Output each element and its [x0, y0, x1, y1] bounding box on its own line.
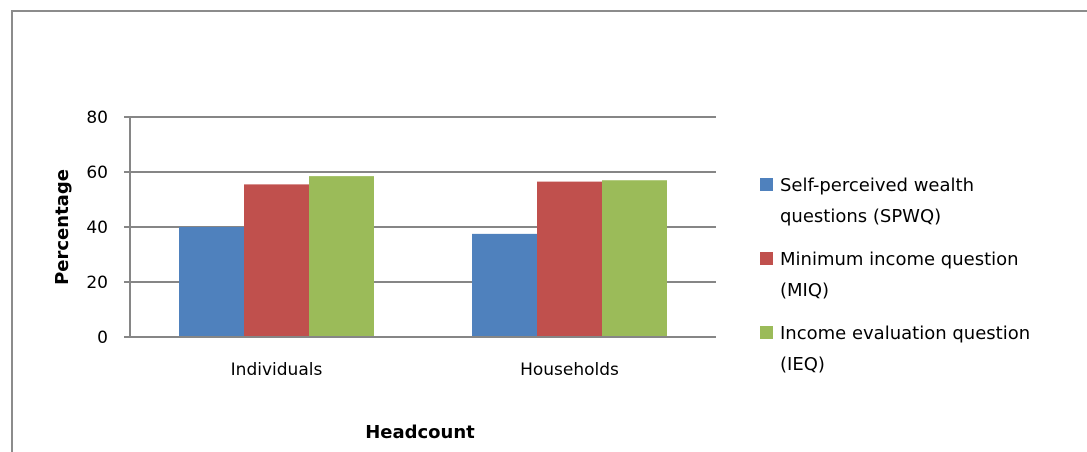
y-tick-label: 80	[86, 108, 108, 128]
chart-frame	[11, 10, 1087, 452]
x-axis-title: Headcount	[365, 422, 475, 443]
x-tick-labels: Individuals Households	[231, 360, 619, 380]
legend-label: Minimum income question	[780, 249, 1019, 270]
legend-label: Self-perceived wealth	[780, 175, 974, 196]
bar	[244, 184, 309, 337]
y-tick-label: 0	[97, 328, 108, 348]
legend-swatch	[760, 252, 773, 265]
legend-label: (IEQ)	[780, 354, 825, 375]
x-tick-label: Individuals	[231, 360, 323, 380]
y-tick-labels: 0 20 40 60 80	[86, 108, 108, 348]
x-tick-label: Households	[520, 360, 619, 380]
y-axis-title: Percentage	[52, 169, 73, 285]
bar	[537, 181, 602, 337]
y-tick-label: 40	[86, 218, 108, 238]
legend-swatch	[760, 178, 773, 191]
legend-label: Income evaluation question	[780, 323, 1030, 344]
bars	[179, 176, 667, 337]
bar	[472, 233, 537, 337]
legend-swatch	[760, 326, 773, 339]
legend-label: questions (SPWQ)	[780, 206, 941, 227]
bar	[602, 180, 667, 337]
legend-label: (MIQ)	[780, 280, 829, 301]
bar	[309, 176, 374, 337]
y-tick-label: 60	[86, 163, 108, 183]
bar	[179, 227, 244, 337]
y-tick-label: 20	[86, 273, 108, 293]
axes	[124, 116, 716, 338]
legend: Self-perceived wealth questions (SPWQ) Min…	[760, 175, 1030, 375]
